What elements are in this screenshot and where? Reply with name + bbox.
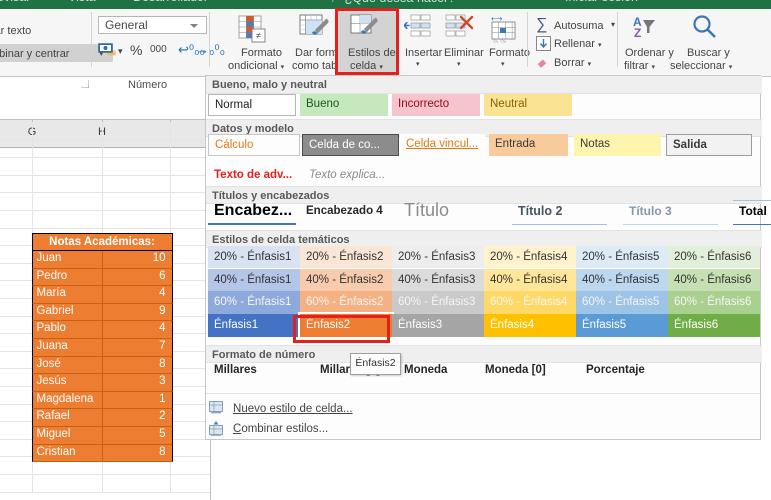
svg-text:≠: ≠ xyxy=(256,31,261,41)
svg-text:Z: Z xyxy=(634,26,641,40)
